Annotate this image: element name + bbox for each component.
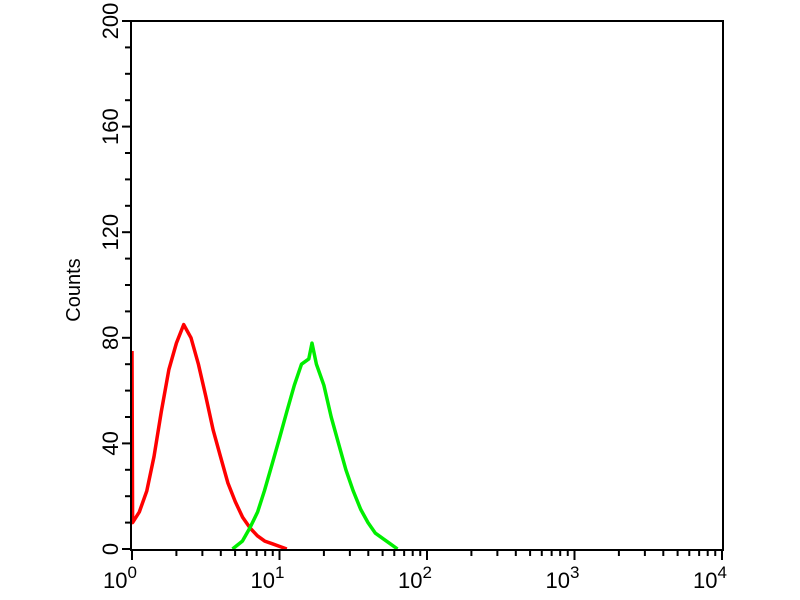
series-layer xyxy=(130,322,399,551)
y-tick-label: 0 xyxy=(98,543,123,555)
x-tick-label: 100 xyxy=(103,563,137,593)
x-tick-label: 102 xyxy=(398,563,432,593)
x-tick-label: 101 xyxy=(251,563,285,593)
y-tick-label: 160 xyxy=(98,108,123,145)
plot-frame xyxy=(130,20,724,551)
y-axis-label: Counts xyxy=(63,258,85,321)
y-tick-label: 200 xyxy=(98,3,123,40)
histogram-series-1 xyxy=(130,322,288,551)
ticks-layer: 0 40 80 120 160 200 100 101 102 103 104 xyxy=(98,3,727,593)
x-tick-label: 104 xyxy=(693,563,727,593)
y-tick-label: 40 xyxy=(98,431,123,455)
x-tick-label: 103 xyxy=(546,563,580,593)
histogram-series-2 xyxy=(231,341,399,551)
y-tick-label: 120 xyxy=(98,214,123,251)
y-tick-label: 80 xyxy=(98,326,123,350)
